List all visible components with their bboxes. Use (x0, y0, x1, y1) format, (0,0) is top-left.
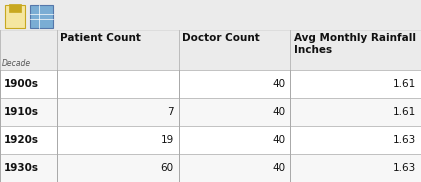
Text: 1910s: 1910s (4, 107, 39, 117)
Bar (30, 5, 53, 28)
Bar (9, 4, 21, 11)
Text: 7: 7 (167, 107, 174, 117)
Text: 1.63: 1.63 (393, 163, 416, 173)
Text: 1930s: 1930s (4, 163, 39, 173)
Text: Avg Monthly Rainfall
Inches: Avg Monthly Rainfall Inches (294, 33, 416, 55)
Bar (0, 126, 421, 154)
Text: Decade: Decade (2, 59, 31, 68)
Text: 1.61: 1.61 (393, 107, 416, 117)
Text: 1.61: 1.61 (393, 79, 416, 89)
Text: 19: 19 (161, 135, 174, 145)
Bar (5, 5, 25, 28)
Text: 1.63: 1.63 (393, 135, 416, 145)
Text: 60: 60 (161, 163, 174, 173)
Text: 40: 40 (272, 135, 285, 145)
Bar (0, 98, 421, 126)
Text: 1920s: 1920s (4, 135, 39, 145)
Bar (0, 154, 421, 182)
Text: Patient Count: Patient Count (60, 33, 141, 43)
Text: Doctor Count: Doctor Count (182, 33, 260, 43)
Text: 40: 40 (272, 79, 285, 89)
Text: 40: 40 (272, 163, 285, 173)
Text: 40: 40 (272, 107, 285, 117)
Text: 1900s: 1900s (4, 79, 39, 89)
Bar (0, 70, 421, 98)
